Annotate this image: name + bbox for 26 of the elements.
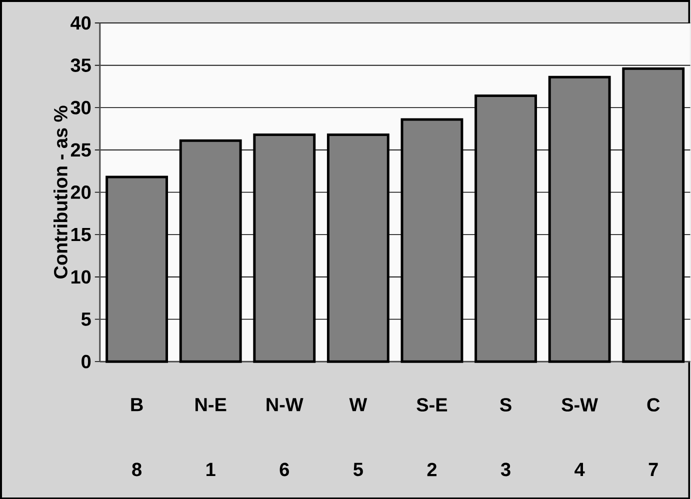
- y-tick-label: 25: [70, 143, 91, 156]
- text: 3: [500, 462, 510, 476]
- x-tick-label: N-W: [266, 398, 304, 411]
- y-tick-label: 30: [70, 100, 91, 114]
- y-tick-label: 20: [70, 185, 91, 199]
- x-tick-label: S-W: [562, 398, 598, 412]
- x-tick-label: S: [500, 398, 512, 412]
- y-axis-title: Contribution - as %: [54, 106, 68, 278]
- x-tick-label: B: [131, 398, 143, 411]
- y-tick-label: 15: [71, 228, 91, 242]
- x-tick-label: C: [647, 398, 660, 412]
- y-tick-label: 40: [70, 16, 91, 30]
- x-tick-label: W: [349, 398, 368, 411]
- text: 5: [353, 462, 363, 476]
- text: 8: [132, 462, 142, 476]
- x-tick-label: S-E: [416, 398, 448, 412]
- text: 7: [648, 462, 658, 476]
- text: 6: [280, 462, 289, 476]
- y-tick-label: 35: [70, 58, 91, 72]
- y-tick-label: 0: [82, 354, 91, 368]
- y-tick-label: 5: [81, 312, 91, 326]
- text: 4: [574, 462, 585, 476]
- x-tick-label: N-E: [196, 398, 226, 411]
- text: 2: [427, 462, 436, 476]
- y-tick-label: 10: [71, 270, 91, 284]
- text: 1: [206, 462, 216, 476]
